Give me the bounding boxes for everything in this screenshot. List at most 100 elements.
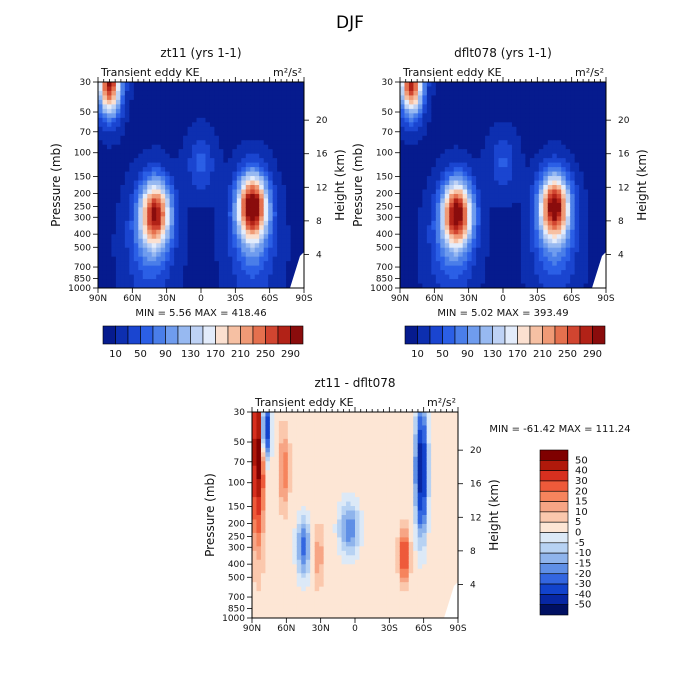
heatmap-cell — [552, 86, 558, 92]
heatmap-cell — [570, 234, 576, 240]
heatmap-cell — [449, 211, 455, 217]
heatmap-cell — [274, 609, 280, 615]
heatmap-cell — [494, 229, 500, 235]
heatmap-cell — [169, 144, 175, 150]
heatmap-cell — [236, 113, 242, 119]
heatmap-cell — [565, 95, 571, 101]
heatmap-cell — [458, 238, 464, 244]
heatmap-cell — [485, 193, 491, 200]
heatmap-cell — [543, 167, 549, 173]
heatmap-cell — [260, 604, 267, 610]
heatmap-cell — [277, 220, 283, 226]
heatmap-cell — [417, 167, 423, 173]
heatmap-cell — [142, 82, 148, 88]
heatmap-cell — [435, 171, 441, 177]
heatmap-cell — [209, 202, 216, 208]
heatmap-cell — [413, 274, 419, 280]
heatmap-cell — [525, 117, 531, 123]
heatmap-cell — [283, 412, 289, 418]
heatmap-cell — [111, 198, 117, 204]
heatmap-cell — [449, 135, 455, 141]
heatmap-cell — [592, 252, 598, 258]
heatmap-cell — [232, 202, 238, 208]
heatmap-cell — [227, 140, 233, 146]
heatmap-cell — [265, 515, 271, 521]
heatmap-cell — [552, 167, 558, 173]
heatmap-cell — [111, 207, 117, 213]
heatmap-cell — [511, 229, 518, 235]
heatmap-cell — [408, 256, 415, 262]
heatmap-cell — [579, 86, 585, 92]
heatmap-cell — [187, 158, 193, 164]
heatmap-cell — [417, 140, 423, 146]
heatmap-cell — [281, 283, 287, 288]
heatmap-cell — [301, 434, 307, 440]
heatmap-cell — [498, 158, 504, 164]
heatmap-cell — [214, 274, 220, 280]
heatmap-cell — [192, 113, 198, 119]
heatmap-cell — [525, 198, 531, 204]
heatmap-cell — [138, 189, 144, 195]
heatmap-cell — [256, 447, 262, 453]
heatmap-cell — [529, 144, 535, 150]
heatmap-cell — [218, 216, 224, 222]
heatmap-cell — [444, 131, 450, 137]
heatmap-cell — [435, 198, 441, 204]
heatmap-cell — [435, 167, 441, 173]
heatmap-cell — [214, 243, 220, 249]
heatmap-cell — [268, 167, 274, 173]
heatmap-cell — [283, 497, 289, 503]
heatmap-cell — [260, 510, 267, 516]
heatmap-cell — [476, 104, 482, 110]
heatmap-cell — [283, 577, 289, 583]
heatmap-cell — [574, 243, 580, 249]
heatmap-cell — [129, 158, 135, 164]
heatmap-cell — [529, 135, 535, 141]
heatmap-cell — [201, 279, 207, 285]
heatmap-cell — [174, 95, 180, 101]
heatmap-cell — [147, 247, 153, 253]
heatmap-cell — [458, 162, 464, 168]
heatmap-cell — [458, 185, 464, 191]
heatmap-cell — [498, 274, 504, 280]
heatmap-cell — [462, 126, 468, 132]
heatmap-cell — [223, 86, 229, 92]
colorbar-swatch — [492, 325, 506, 345]
heatmap-cell — [588, 171, 594, 177]
heatmap-cell — [227, 180, 233, 186]
heatmap-cell — [552, 193, 558, 200]
heatmap-cell — [277, 82, 283, 88]
heatmap-cell — [183, 99, 189, 105]
heatmap-cell — [426, 243, 432, 249]
heatmap-cell — [174, 283, 180, 288]
heatmap-cell — [444, 265, 450, 271]
heatmap-cell — [259, 171, 265, 177]
heatmap-cell — [296, 492, 302, 498]
heatmap-cell — [413, 104, 419, 110]
heatmap-cell — [232, 86, 238, 92]
heatmap-cell — [588, 86, 594, 92]
heatmap-cell — [174, 265, 180, 271]
heatmap-cell — [400, 95, 406, 101]
heatmap-cell — [287, 528, 293, 534]
heatmap-cell — [245, 261, 251, 267]
heatmap-cell — [274, 586, 280, 592]
heatmap-cell — [151, 90, 157, 97]
heatmap-cell — [471, 158, 477, 164]
heatmap-cell — [115, 126, 121, 132]
colorbar-swatch — [177, 325, 191, 345]
heatmap-cell — [462, 82, 468, 88]
heatmap-cell — [520, 256, 526, 262]
heatmap-cell — [556, 256, 562, 262]
heatmap-cell — [245, 207, 251, 213]
heatmap-cell — [400, 234, 406, 240]
heatmap-cell — [296, 609, 302, 615]
heatmap-cell — [422, 193, 428, 200]
heatmap-cell — [178, 198, 184, 204]
heatmap-cell — [223, 158, 229, 164]
heatmap-cell — [120, 171, 126, 177]
heatmap-cell — [241, 135, 247, 141]
heatmap-cell — [287, 443, 293, 449]
heatmap-cell — [565, 229, 571, 235]
heatmap-cell — [286, 135, 292, 141]
